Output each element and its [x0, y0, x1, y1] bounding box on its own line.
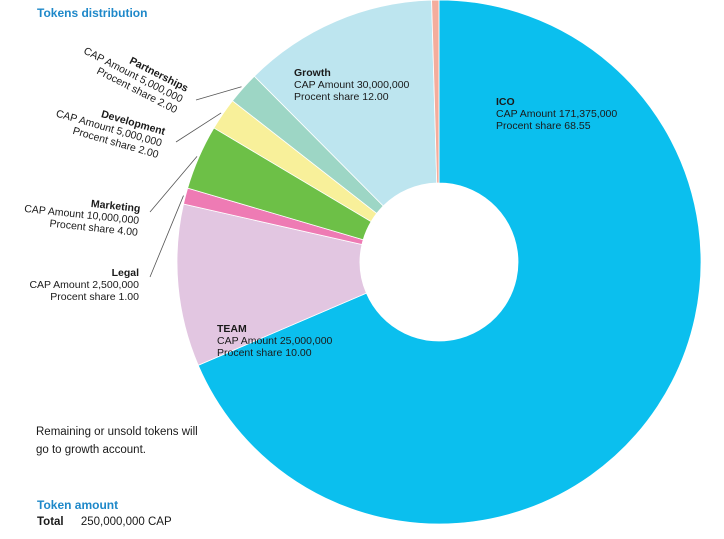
donut-slices: [176, 0, 702, 525]
chart-title: Tokens distribution: [37, 6, 148, 20]
slice-growth: [253, 0, 438, 207]
total-label: Total: [37, 516, 64, 528]
leader-legal: [149, 195, 184, 278]
label-share: Procent share 12.00: [294, 91, 389, 103]
label-name: Legal: [112, 267, 140, 279]
total-value: 250,000,000 CAP: [80, 516, 172, 528]
leader-partnerships: [195, 86, 242, 101]
slice-ico: [197, 0, 702, 525]
label-name: ICO: [496, 96, 515, 108]
token-amount-total: Total 250,000,000 CAP: [37, 516, 172, 528]
label-name: Marketing: [90, 198, 141, 215]
label-amount: CAP Amount 30,000,000: [294, 79, 410, 91]
slice-team: [176, 203, 367, 366]
slice-unlabeled-7: [431, 0, 440, 184]
label-share: Procent share 1.00: [50, 291, 139, 303]
leader-development: [175, 112, 222, 143]
token-amount-heading: Token amount: [37, 498, 119, 512]
label-share: Procent share 10.00: [217, 347, 312, 359]
label-amount: CAP Amount 171,375,000: [496, 108, 617, 120]
label-share: Procent share 68.55: [496, 120, 591, 132]
leader-marketing: [149, 156, 198, 213]
remaining-tokens-note: Remaining or unsold tokens will go to gr…: [36, 426, 198, 456]
leader-lines: [149, 86, 242, 278]
label-amount: CAP Amount 25,000,000: [217, 335, 333, 347]
label-name: Growth: [294, 67, 331, 79]
label-amount: CAP Amount 2,500,000: [29, 279, 139, 291]
label-name: TEAM: [217, 323, 247, 335]
